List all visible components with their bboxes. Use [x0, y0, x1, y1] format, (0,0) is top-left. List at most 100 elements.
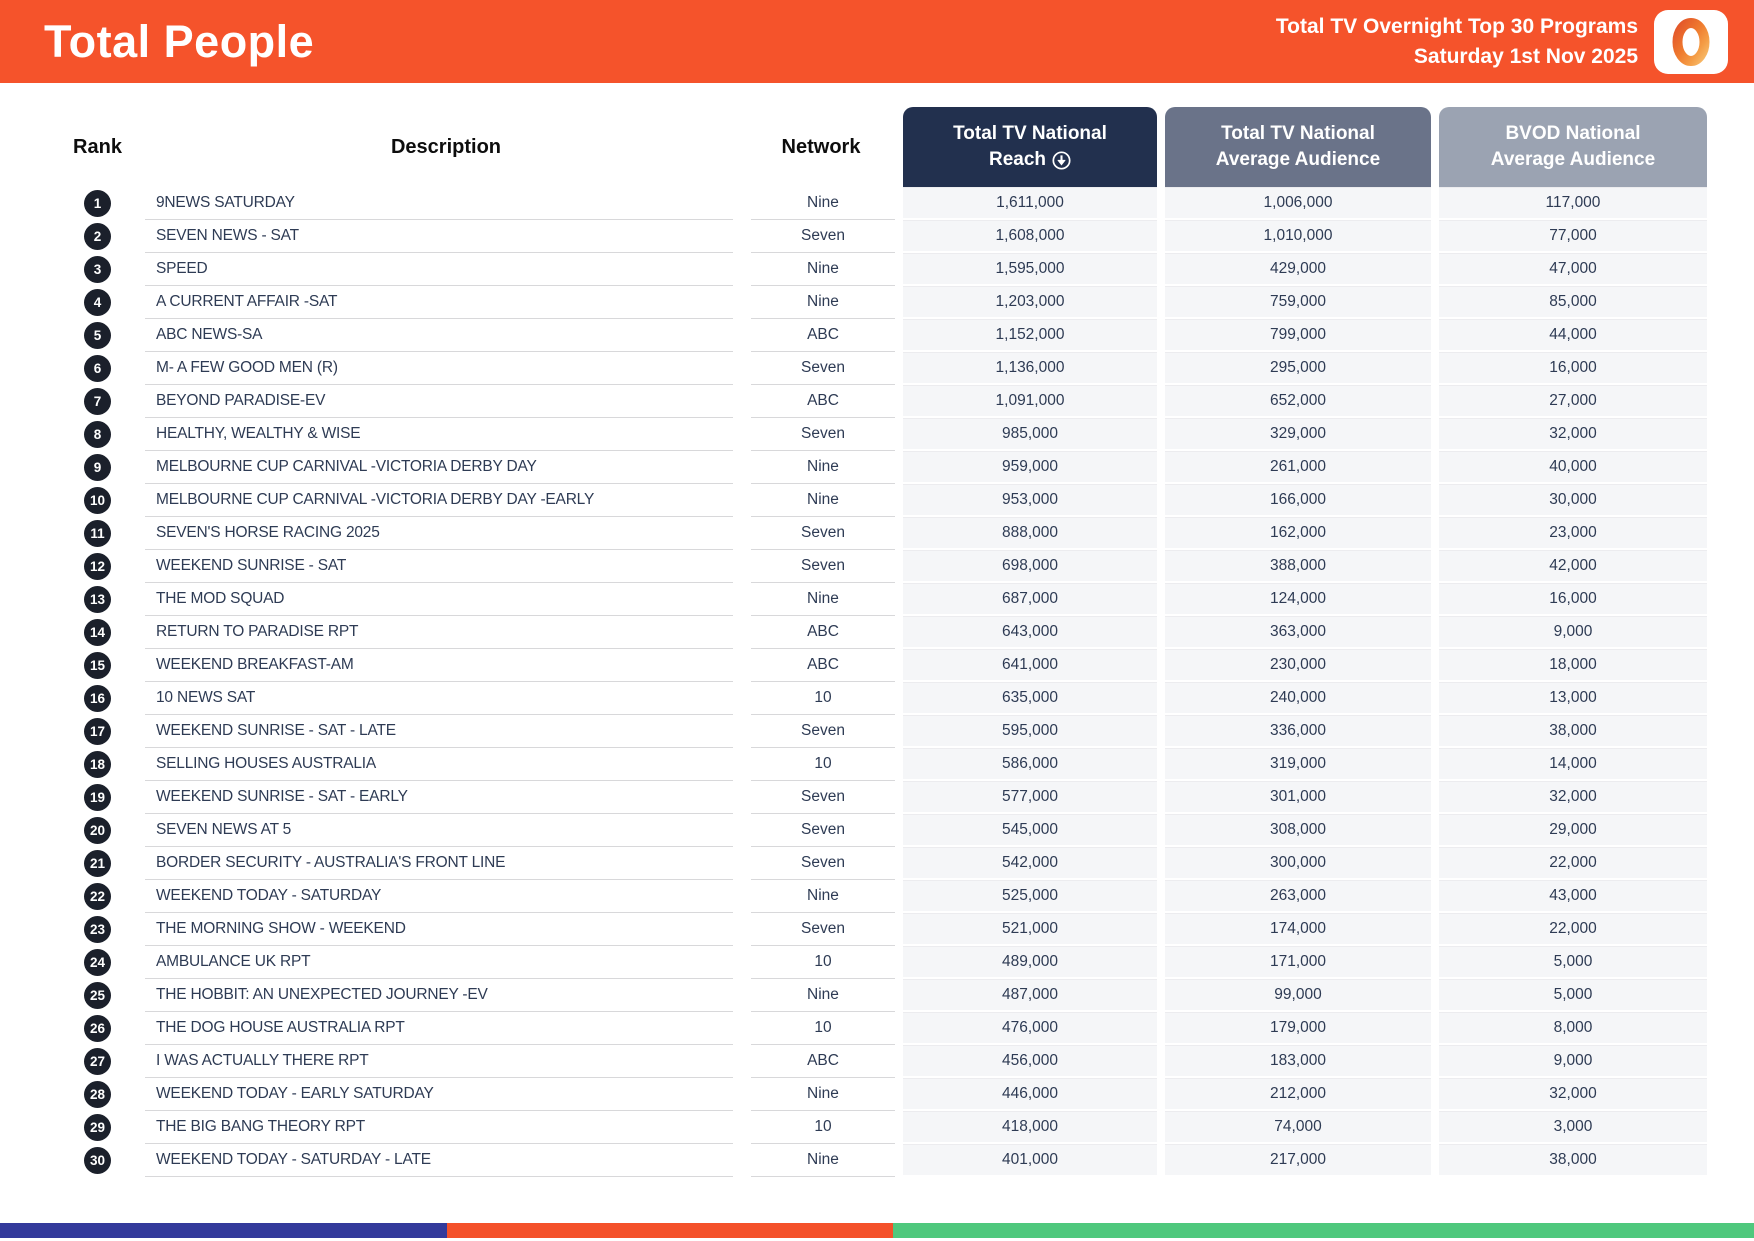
total-tv-national-reach-value: 446,000 [903, 1078, 1157, 1111]
total-tv-national-reach-value: 698,000 [903, 550, 1157, 583]
total-tv-national-reach-value: 545,000 [903, 814, 1157, 847]
network-value: Nine [751, 880, 895, 913]
sort-descending-icon[interactable] [1052, 150, 1071, 170]
bvod-national-average-audience-value: 3,000 [1439, 1111, 1707, 1144]
column-header-bvod-national-average-audience[interactable]: BVOD National Average Audience [1439, 107, 1707, 187]
table-row: 16 10 NEWS SAT 10 635,000 240,000 13,000 [50, 682, 1707, 715]
rank-badge: 3 [84, 256, 111, 283]
total-tv-national-reach-value: 476,000 [903, 1012, 1157, 1045]
program-description: SPEED [145, 253, 733, 286]
column-header-total-tv-national-average-audience[interactable]: Total TV National Average Audience [1165, 107, 1431, 187]
program-description: ABC NEWS-SA [145, 319, 733, 352]
table-row: 15 WEEKEND BREAKFAST-AM ABC 641,000 230,… [50, 649, 1707, 682]
total-tv-national-average-audience-value: 99,000 [1165, 979, 1431, 1012]
program-description: MELBOURNE CUP CARNIVAL -VICTORIA DERBY D… [145, 451, 733, 484]
rank-cell: 5 [50, 319, 145, 352]
program-description: SELLING HOUSES AUSTRALIA [145, 748, 733, 781]
total-tv-national-average-audience-value: 174,000 [1165, 913, 1431, 946]
total-tv-national-reach-value: 959,000 [903, 451, 1157, 484]
total-tv-national-average-audience-value: 240,000 [1165, 682, 1431, 715]
top30-table: Rank Description Network Total TV Nation… [50, 107, 1707, 1177]
total-tv-national-average-audience-value: 217,000 [1165, 1144, 1431, 1177]
table-row: 5 ABC NEWS-SA ABC 1,152,000 799,000 44,0… [50, 319, 1707, 352]
program-description: THE DOG HOUSE AUSTRALIA RPT [145, 1012, 733, 1045]
total-tv-national-average-audience-value: 319,000 [1165, 748, 1431, 781]
total-tv-national-reach-value: 521,000 [903, 913, 1157, 946]
oztam-logo [1654, 9, 1728, 74]
program-description: HEALTHY, WEALTHY & WISE [145, 418, 733, 451]
rank-cell: 22 [50, 880, 145, 913]
program-description: SEVEN NEWS - SAT [145, 220, 733, 253]
total-tv-national-reach-value: 687,000 [903, 583, 1157, 616]
network-value: Seven [751, 715, 895, 748]
program-description: WEEKEND SUNRISE - SAT - LATE [145, 715, 733, 748]
bvod-national-average-audience-value: 13,000 [1439, 682, 1707, 715]
network-value: Nine [751, 583, 895, 616]
bvod-national-average-audience-value: 16,000 [1439, 352, 1707, 385]
total-tv-national-average-audience-value: 166,000 [1165, 484, 1431, 517]
table-row: 28 WEEKEND TODAY - EARLY SATURDAY Nine 4… [50, 1078, 1707, 1111]
bvod-national-average-audience-value: 22,000 [1439, 847, 1707, 880]
rank-badge: 2 [84, 223, 111, 250]
bvod-national-average-audience-value: 22,000 [1439, 913, 1707, 946]
rank-badge: 12 [84, 553, 111, 580]
program-description: 10 NEWS SAT [145, 682, 733, 715]
total-tv-national-average-audience-value: 295,000 [1165, 352, 1431, 385]
total-tv-national-reach-value: 418,000 [903, 1111, 1157, 1144]
network-value: 10 [751, 682, 895, 715]
bvod-header-line1: BVOD National [1505, 123, 1641, 144]
rank-cell: 2 [50, 220, 145, 253]
program-description: BORDER SECURITY - AUSTRALIA'S FRONT LINE [145, 847, 733, 880]
rank-badge: 9 [84, 454, 111, 481]
rank-cell: 27 [50, 1045, 145, 1078]
network-value: Seven [751, 814, 895, 847]
rank-cell: 14 [50, 616, 145, 649]
total-tv-national-average-audience-value: 363,000 [1165, 616, 1431, 649]
rank-cell: 20 [50, 814, 145, 847]
network-value: Seven [751, 847, 895, 880]
total-tv-national-reach-value: 595,000 [903, 715, 1157, 748]
total-tv-national-reach-value: 1,091,000 [903, 385, 1157, 418]
table-row: 9 MELBOURNE CUP CARNIVAL -VICTORIA DERBY… [50, 451, 1707, 484]
report-subtitle-line1: Total TV Overnight Top 30 Programs [1275, 14, 1638, 38]
rank-cell: 26 [50, 1012, 145, 1045]
total-tv-national-reach-value: 1,203,000 [903, 286, 1157, 319]
network-value: Seven [751, 550, 895, 583]
total-tv-national-average-audience-value: 301,000 [1165, 781, 1431, 814]
bvod-national-average-audience-value: 43,000 [1439, 880, 1707, 913]
bvod-national-average-audience-value: 9,000 [1439, 616, 1707, 649]
bvod-national-average-audience-value: 23,000 [1439, 517, 1707, 550]
total-tv-national-reach-value: 953,000 [903, 484, 1157, 517]
column-header-description: Description [390, 135, 502, 158]
program-description: THE MORNING SHOW - WEEKEND [145, 913, 733, 946]
program-description: WEEKEND TODAY - EARLY SATURDAY [145, 1078, 733, 1111]
total-tv-national-reach-value: 985,000 [903, 418, 1157, 451]
rank-cell: 8 [50, 418, 145, 451]
rank-cell: 24 [50, 946, 145, 979]
rank-badge: 18 [84, 751, 111, 778]
column-header-total-tv-national-reach[interactable]: Total TV National Reach [903, 107, 1157, 187]
program-description: WEEKEND TODAY - SATURDAY - LATE [145, 1144, 733, 1177]
total-tv-national-average-audience-value: 1,006,000 [1165, 187, 1431, 220]
network-value: Nine [751, 253, 895, 286]
bvod-national-average-audience-value: 18,000 [1439, 649, 1707, 682]
total-tv-national-average-audience-value: 308,000 [1165, 814, 1431, 847]
total-tv-national-average-audience-value: 300,000 [1165, 847, 1431, 880]
table-row: 17 WEEKEND SUNRISE - SAT - LATE Seven 59… [50, 715, 1707, 748]
total-tv-national-average-audience-value: 263,000 [1165, 880, 1431, 913]
bvod-national-average-audience-value: 32,000 [1439, 1078, 1707, 1111]
rank-badge: 28 [84, 1081, 111, 1108]
bvod-national-average-audience-value: 47,000 [1439, 253, 1707, 286]
bvod-national-average-audience-value: 85,000 [1439, 286, 1707, 319]
rank-badge: 25 [84, 982, 111, 1009]
network-value: Nine [751, 1078, 895, 1111]
network-value: Seven [751, 781, 895, 814]
table-row: 25 THE HOBBIT: AN UNEXPECTED JOURNEY -EV… [50, 979, 1707, 1012]
network-value: 10 [751, 748, 895, 781]
bvod-national-average-audience-value: 8,000 [1439, 1012, 1707, 1045]
total-tv-national-reach-value: 456,000 [903, 1045, 1157, 1078]
total-tv-national-reach-value: 542,000 [903, 847, 1157, 880]
total-tv-national-average-audience-value: 212,000 [1165, 1078, 1431, 1111]
total-tv-national-reach-value: 643,000 [903, 616, 1157, 649]
bvod-national-average-audience-value: 42,000 [1439, 550, 1707, 583]
